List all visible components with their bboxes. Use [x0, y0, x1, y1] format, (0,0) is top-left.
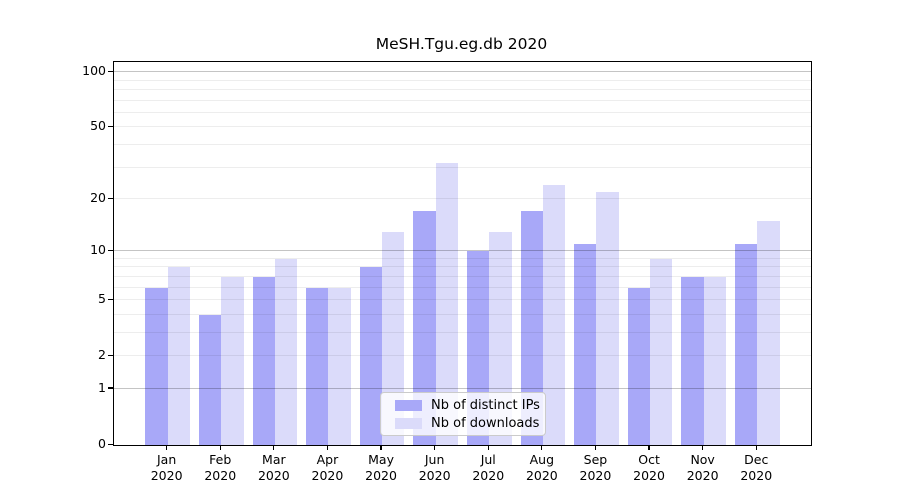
- y-tick-mark: [108, 197, 113, 199]
- bar-downloads: [435, 162, 458, 445]
- x-tick-mark: [219, 445, 221, 450]
- x-tick-label-jun: Jun 2020: [418, 452, 451, 483]
- bar-downloads: [274, 258, 298, 445]
- y-tick-mark: [108, 70, 113, 72]
- bar-downloads: [596, 191, 619, 445]
- legend-item-distinct-ips: Nb of distinct IPs: [395, 398, 545, 413]
- legend-label-distinct-ips: Nb of distinct IPs: [431, 397, 540, 413]
- x-tick-mark: [380, 445, 382, 450]
- x-tick-label-sep: Sep 2020: [579, 452, 612, 483]
- bar-distinct-ips: [520, 211, 543, 445]
- bar-distinct-ips: [413, 211, 436, 445]
- x-tick-label-jan: Jan 2020: [150, 452, 183, 483]
- gridline-90: [114, 79, 811, 81]
- gridline-60: [114, 111, 811, 113]
- gridline-100: [114, 71, 811, 73]
- gridline-50: [114, 126, 811, 128]
- x-tick-mark: [434, 445, 436, 450]
- bar-distinct-ips: [252, 277, 275, 445]
- y-tick-mark: [108, 387, 113, 389]
- gridline-80: [114, 88, 811, 90]
- x-tick-mark: [273, 445, 275, 450]
- gridline-10: [114, 250, 811, 252]
- bar-distinct-ips: [681, 277, 704, 445]
- gridline-40: [114, 143, 811, 145]
- y-tick-label: 1: [98, 379, 106, 395]
- bar-downloads: [650, 258, 673, 445]
- gridline-30: [114, 166, 811, 168]
- bar-distinct-ips: [574, 244, 597, 445]
- x-tick-mark: [755, 445, 757, 450]
- x-tick-label-oct: Oct 2020: [633, 452, 665, 483]
- bar-distinct-ips: [306, 287, 329, 445]
- bar-downloads: [328, 287, 351, 445]
- bar-downloads: [489, 231, 512, 445]
- y-tick-mark: [108, 298, 113, 300]
- gridline-20: [114, 198, 811, 200]
- legend-item-downloads: Nb of downloads: [395, 416, 545, 431]
- x-tick-label-nov: Nov 2020: [686, 452, 719, 483]
- y-tick-label: 2: [98, 347, 106, 363]
- chart-title: MeSH.Tgu.eg.db 2020: [375, 35, 548, 53]
- legend: Nb of distinct IPs Nb of downloads: [380, 392, 546, 436]
- bar-downloads: [757, 221, 780, 445]
- x-tick-label-may: May 2020: [365, 452, 397, 483]
- legend-swatch-downloads-icon: [395, 417, 422, 429]
- x-tick-label-jul: Jul 2020: [472, 452, 505, 483]
- x-tick-label-apr: Apr 2020: [311, 452, 344, 483]
- x-tick-mark: [487, 445, 489, 450]
- plot-area: [113, 61, 812, 446]
- bar-distinct-ips: [198, 314, 222, 445]
- bar-downloads: [703, 277, 726, 445]
- y-tick-mark: [108, 125, 113, 128]
- y-tick-label: 100: [82, 63, 106, 79]
- x-tick-mark: [702, 445, 704, 450]
- bar-distinct-ips: [359, 267, 383, 445]
- bar-downloads: [221, 277, 244, 445]
- x-tick-mark: [541, 445, 543, 450]
- x-tick-label-feb: Feb 2020: [204, 452, 237, 483]
- bar-distinct-ips: [627, 287, 651, 445]
- gridline-9: [114, 257, 811, 259]
- y-tick-mark: [108, 249, 113, 251]
- x-tick-label-mar: Mar 2020: [257, 452, 290, 483]
- y-tick-mark: [108, 443, 113, 445]
- x-tick-label-aug: Aug 2020: [525, 452, 558, 483]
- x-tick-label-dec: Dec 2020: [740, 452, 773, 483]
- bar-downloads: [167, 267, 190, 445]
- y-tick-label: 50: [90, 118, 106, 134]
- bar-downloads: [382, 231, 405, 445]
- y-tick-label: 20: [90, 190, 106, 206]
- y-tick-label: 10: [90, 242, 106, 258]
- legend-label-downloads: Nb of downloads: [431, 415, 540, 431]
- y-tick-label: 5: [98, 291, 106, 307]
- gridline-70: [114, 99, 811, 101]
- x-tick-mark: [648, 445, 650, 450]
- x-tick-mark: [166, 445, 168, 450]
- bar-downloads: [542, 184, 566, 445]
- legend-swatch-distinct-ips-icon: [395, 399, 422, 411]
- x-tick-mark: [326, 445, 329, 450]
- y-tick-label: 0: [98, 436, 106, 451]
- bar-distinct-ips: [734, 244, 758, 445]
- gridline-8: [114, 266, 811, 268]
- x-tick-mark: [594, 445, 597, 450]
- y-tick-mark: [108, 354, 113, 356]
- bar-distinct-ips: [145, 287, 168, 445]
